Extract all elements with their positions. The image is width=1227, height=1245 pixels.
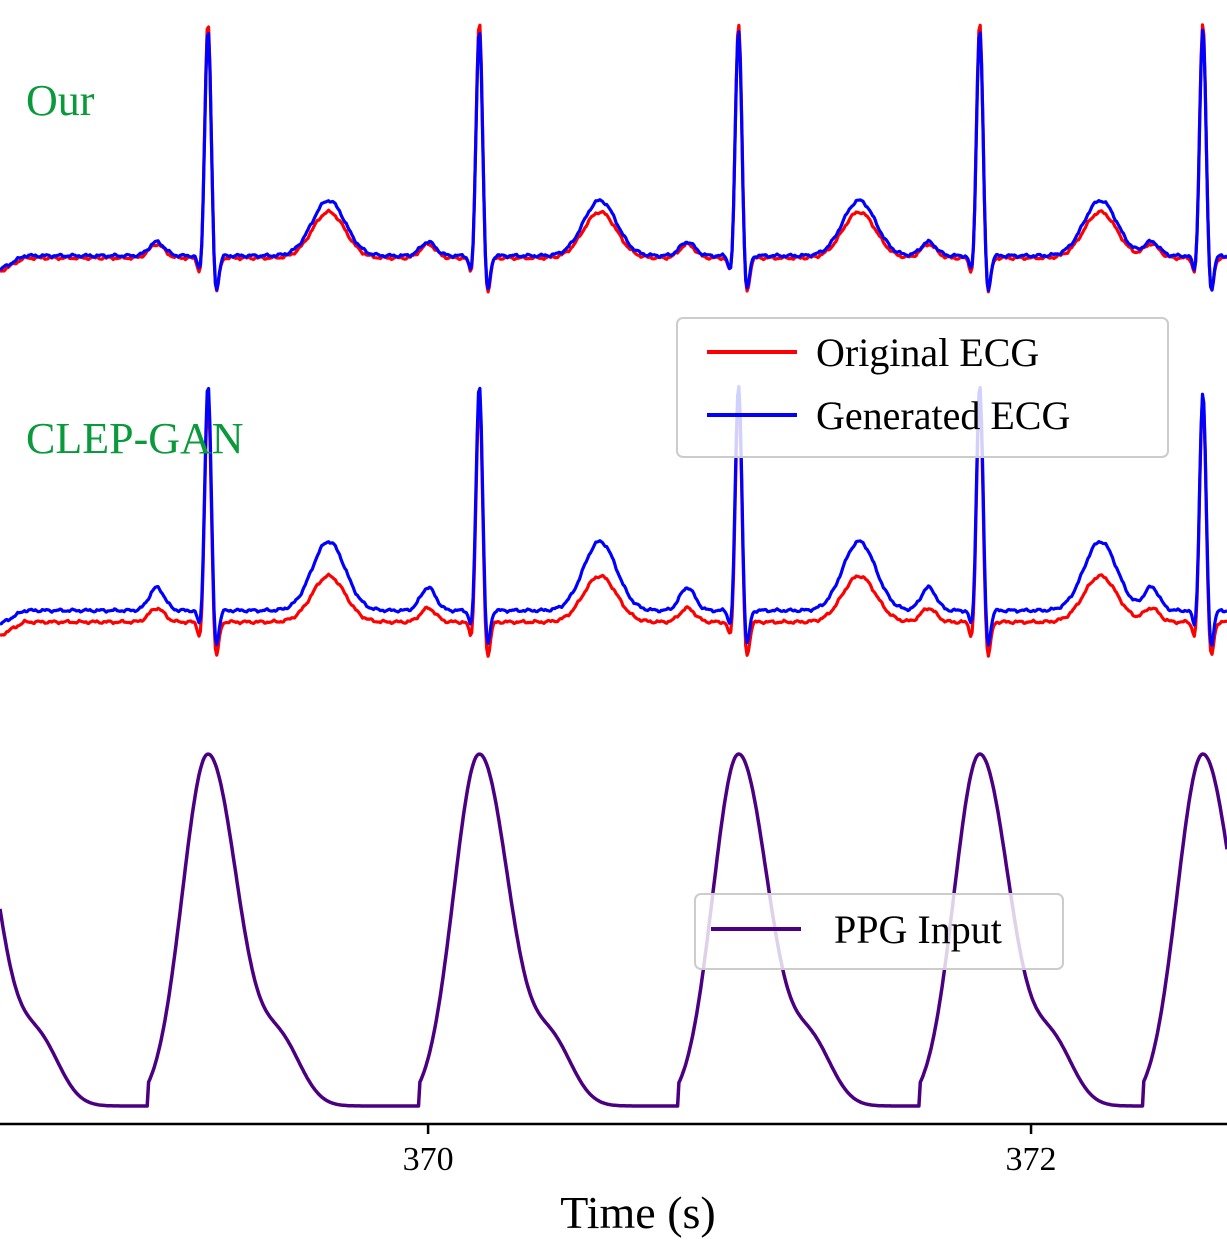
x-tick-label-372: 372: [1006, 1141, 1057, 1178]
legend-ppg: PPG Input: [694, 893, 1064, 970]
series-line-our-generated: [0, 28, 1227, 292]
legend-ppg-box: [694, 893, 1064, 970]
series-line-clep-generated: [0, 385, 1227, 647]
series-line-our-original: [0, 23, 1227, 294]
panel-our: [0, 23, 1227, 294]
panel-clep-gan: [0, 385, 1227, 658]
legend-label-generated: Generated ECG: [816, 393, 1070, 438]
legend-ecg-box: [676, 317, 1169, 458]
legend-label-original: Original ECG: [816, 330, 1039, 375]
x-axis-title: Time (s): [560, 1187, 716, 1238]
panel-label-our: Our: [26, 76, 95, 125]
x-axis: 370 372 Time (s): [0, 1122, 1227, 1238]
panel-label-clep-gan: CLEP-GAN: [26, 414, 244, 463]
x-tick-label-370: 370: [403, 1141, 454, 1178]
legend-ecg: Original ECG Generated ECG: [676, 317, 1169, 458]
legend-label-ppg: PPG Input: [834, 907, 1002, 952]
